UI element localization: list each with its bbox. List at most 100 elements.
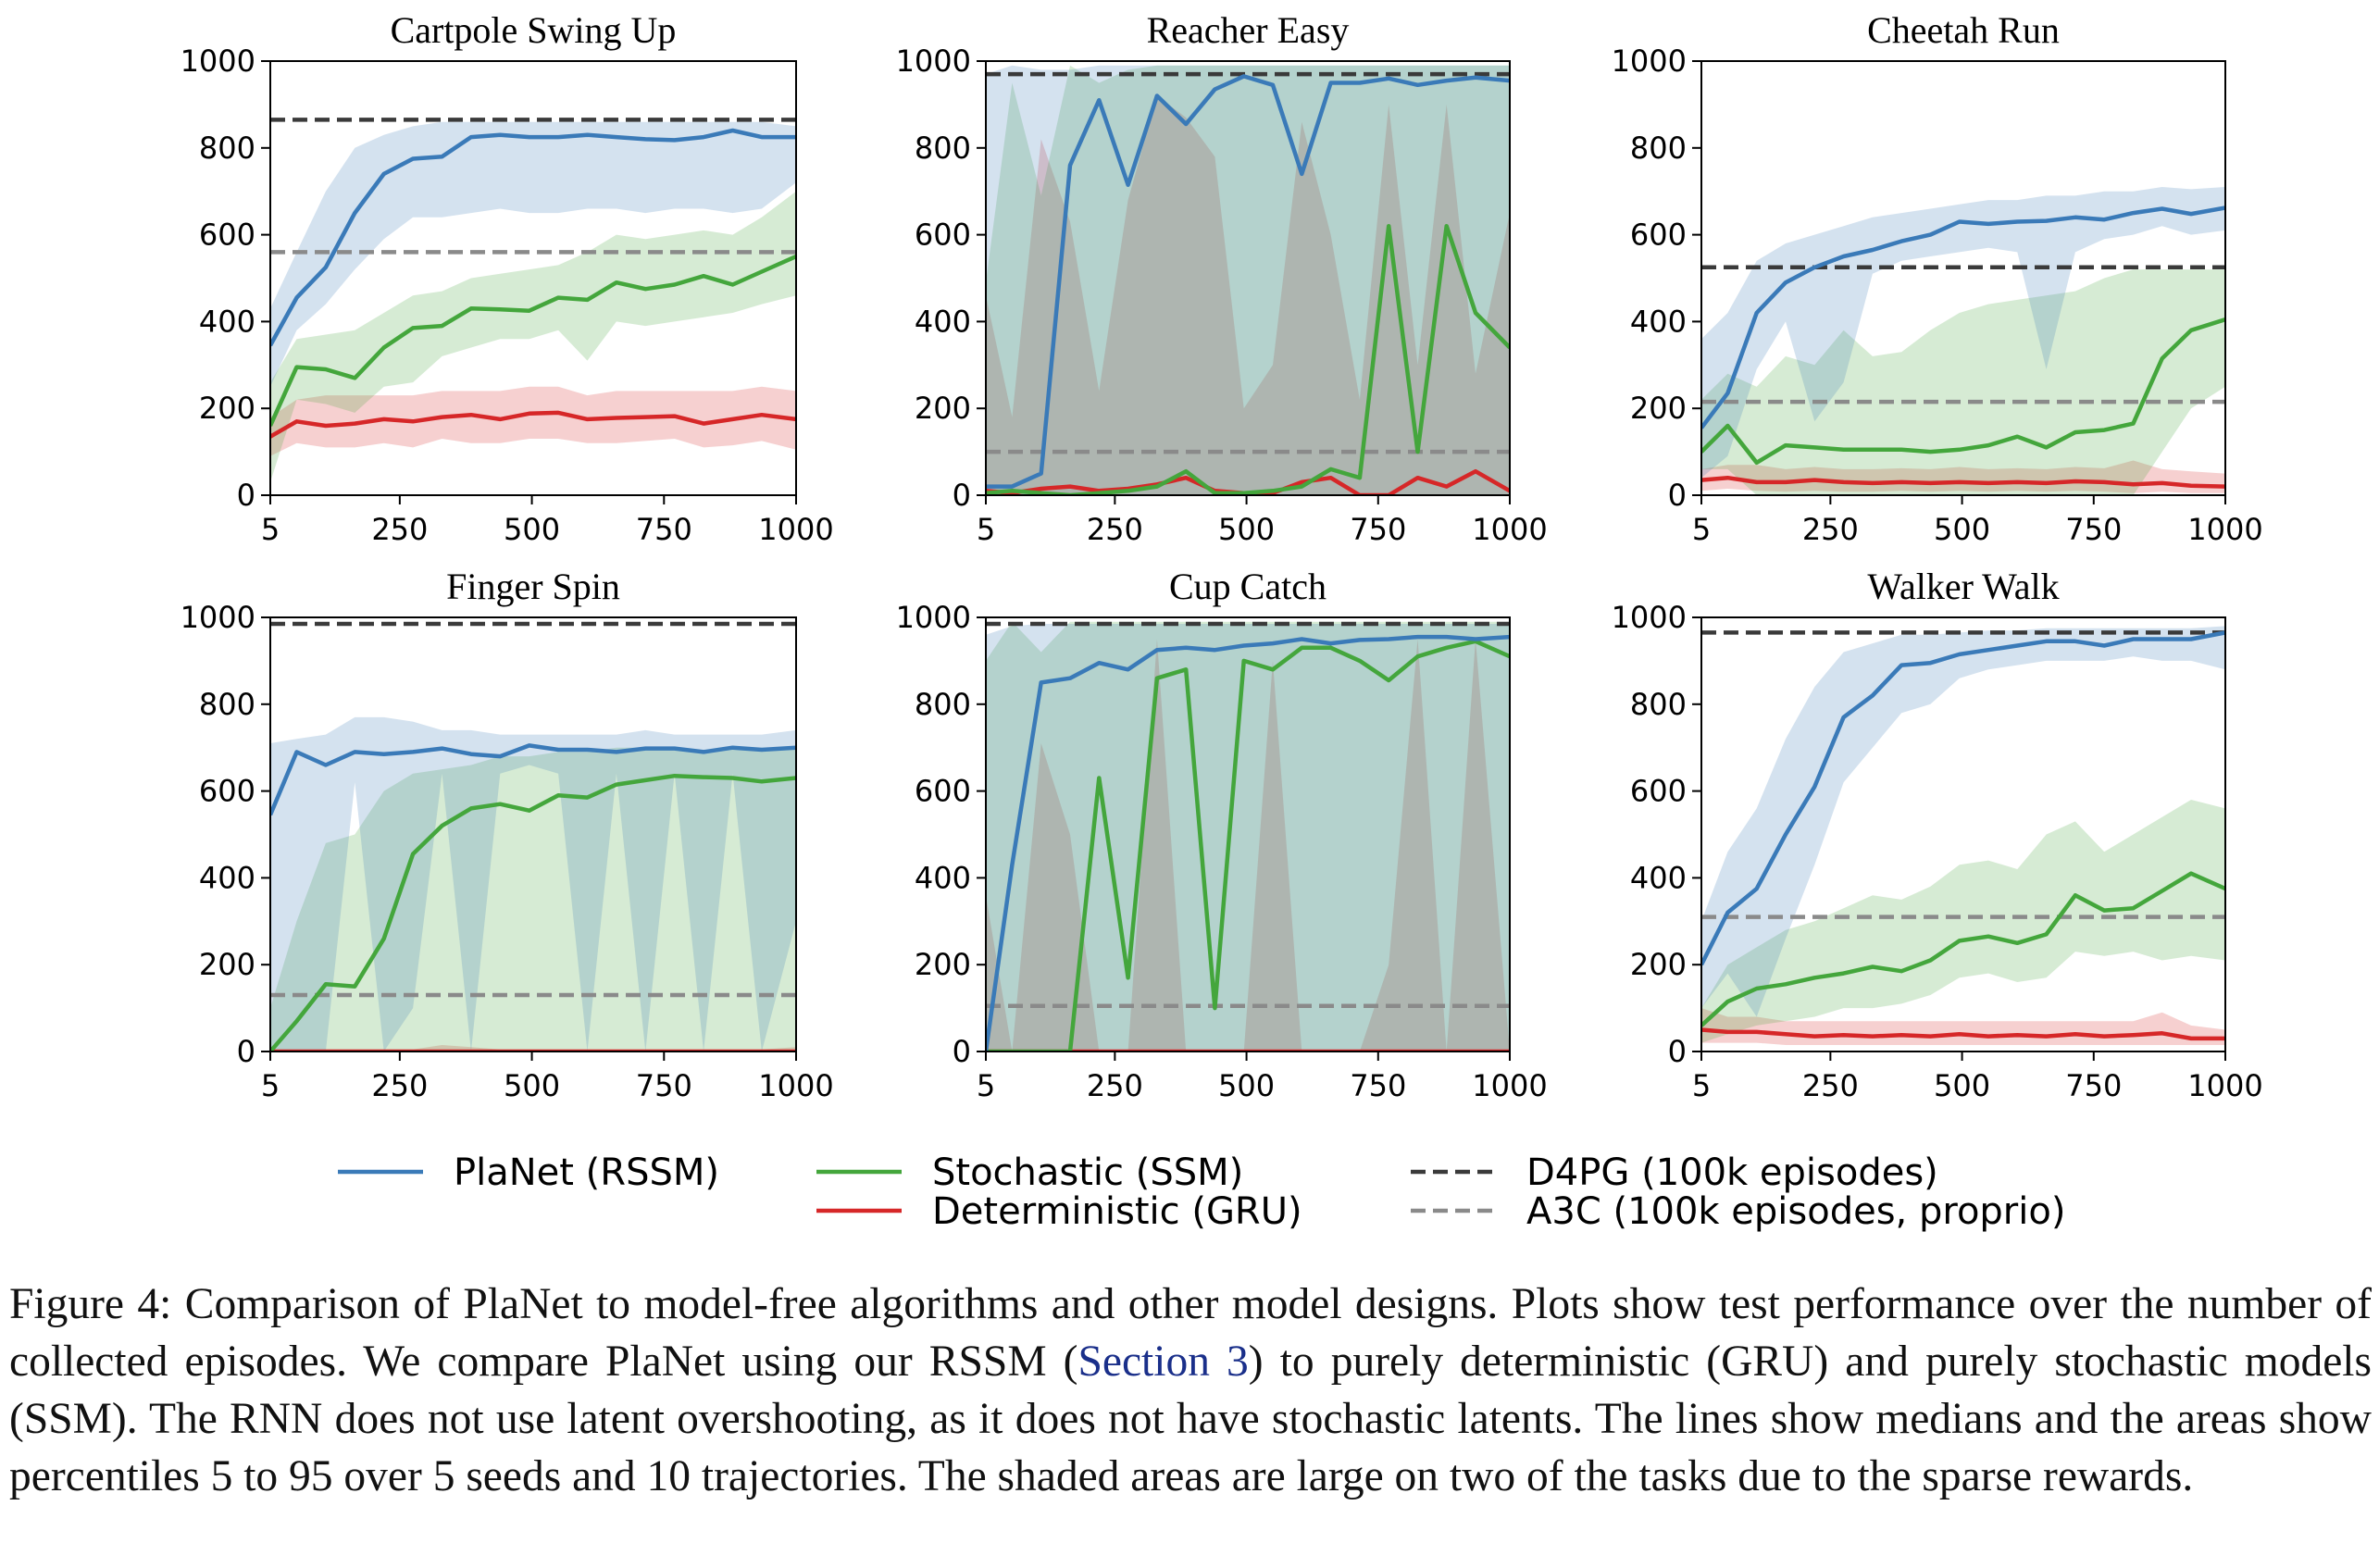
x-tick-label: 5 xyxy=(977,512,995,547)
panel-finger-spin: 0 200 400 600 800 1000 5 250 500 750 1000 Finger Sp… xyxy=(181,566,834,1103)
x-tick-label: 500 xyxy=(1934,512,1990,547)
x-tick-label: 1000 xyxy=(758,512,833,547)
line-planet-rssm xyxy=(270,128,796,347)
line-stochastic-ssm xyxy=(986,223,1510,495)
y-tick-label: 400 xyxy=(199,304,255,339)
axes-frame xyxy=(269,60,797,496)
band-planet-rssm xyxy=(986,624,1510,1052)
band-stochastic-ssm xyxy=(1701,269,2225,495)
x-tick-label: 250 xyxy=(1802,1068,1859,1103)
x-tick-label: 1000 xyxy=(1472,512,1547,547)
line-stochastic-ssm xyxy=(1701,871,2225,1027)
x-tick-label: 250 xyxy=(1087,512,1143,547)
x-tick-label: 5 xyxy=(977,1068,995,1103)
x-tick-label: 250 xyxy=(1802,512,1859,547)
y-tick-label: 1000 xyxy=(896,600,971,635)
y-tick-label: 800 xyxy=(915,131,971,166)
band-stochastic-ssm xyxy=(1701,800,2225,1043)
plot-area xyxy=(270,621,796,1052)
y-tick-label: 600 xyxy=(199,774,255,809)
legend-item-a3c-100k-episodes-proprio: A3C (100k episodes, proprio) xyxy=(1411,1190,2065,1233)
panel-title: Cheetah Run xyxy=(1867,9,2060,51)
line-deterministic-gru xyxy=(270,410,796,439)
legend-item-planet-rssm: PlaNet (RSSM) xyxy=(338,1151,719,1194)
y-tick-label: 400 xyxy=(1630,860,1687,895)
x-tick-label: 750 xyxy=(636,1068,692,1103)
axes-frame xyxy=(985,60,1511,496)
x-tick-label: 500 xyxy=(504,1068,560,1103)
band-stochastic-ssm xyxy=(270,191,796,482)
y-tick-label: 1000 xyxy=(181,44,255,79)
band-deterministic-gru xyxy=(270,386,796,456)
axes-frame xyxy=(985,616,1511,1052)
y-tick-label: 800 xyxy=(1630,687,1687,722)
x-tick-label: 1000 xyxy=(2187,1068,2262,1103)
panel-title: Walker Walk xyxy=(1867,566,2059,607)
x-tick-label: 500 xyxy=(1934,1068,1990,1103)
y-tick-label: 200 xyxy=(1630,391,1687,426)
plot-area xyxy=(986,65,1510,495)
y-tick-label: 800 xyxy=(199,131,255,166)
panel-title: Cup Catch xyxy=(1169,566,1327,607)
legend-label: Stochastic (SSM) xyxy=(932,1151,1243,1194)
x-tick-label: 1000 xyxy=(1472,1068,1547,1103)
y-tick-label: 0 xyxy=(237,478,255,513)
caption-text-2: ) to purely deterministic (GRU) and pure… xyxy=(9,1338,2372,1500)
axes-frame xyxy=(1700,60,2226,496)
band-deterministic-gru xyxy=(986,95,1510,495)
band-stochastic-ssm xyxy=(986,65,1510,495)
band-planet-rssm xyxy=(1701,626,2225,1017)
y-tick-label: 200 xyxy=(199,947,255,982)
line-deterministic-gru xyxy=(1701,1027,2225,1041)
legend-label: D4PG (100k episodes) xyxy=(1526,1151,1938,1194)
panel-cheetah-run: 0 200 400 600 800 1000 5 250 500 750 1000 Cheetah R… xyxy=(1612,9,2263,547)
panel-title: Finger Spin xyxy=(446,566,620,607)
line-deterministic-gru xyxy=(1701,475,2225,489)
x-tick-label: 500 xyxy=(504,512,560,547)
x-tick-label: 1000 xyxy=(2187,512,2262,547)
x-tick-label: 750 xyxy=(636,512,692,547)
y-tick-label: 1000 xyxy=(1612,44,1687,79)
y-tick-label: 800 xyxy=(199,687,255,722)
legend-label: Deterministic (GRU) xyxy=(932,1190,1302,1233)
y-tick-label: 400 xyxy=(915,860,971,895)
figure-caption: Figure 4: Comparison of PlaNet to model-… xyxy=(9,1276,2372,1505)
band-stochastic-ssm xyxy=(986,621,1510,1052)
band-planet-rssm xyxy=(270,121,796,387)
line-planet-rssm xyxy=(986,634,1510,1052)
line-planet-rssm xyxy=(1701,205,2225,429)
line-stochastic-ssm xyxy=(1701,317,2225,466)
y-tick-label: 0 xyxy=(953,1034,971,1069)
band-planet-rssm xyxy=(270,716,796,1052)
x-tick-label: 750 xyxy=(1350,1068,1406,1103)
caption-text-1: Figure 4: Comparison of PlaNet to model-… xyxy=(9,1280,2372,1386)
panel-title: Reacher Easy xyxy=(1147,9,1350,51)
y-tick-label: 400 xyxy=(1630,304,1687,339)
line-stochastic-ssm xyxy=(270,773,796,1052)
plot-area xyxy=(270,118,796,482)
x-tick-label: 750 xyxy=(2065,1068,2122,1103)
section-link[interactable]: Section 3 xyxy=(1077,1338,1249,1386)
x-tick-label: 5 xyxy=(261,512,280,547)
band-deterministic-gru xyxy=(1701,460,2225,493)
y-tick-label: 600 xyxy=(1630,218,1687,253)
legend-label: A3C (100k episodes, proprio) xyxy=(1526,1190,2065,1233)
x-tick-label: 250 xyxy=(1087,1068,1143,1103)
panel-cartpole-swing-up: 0 200 400 600 800 1000 5 250 500 750 1000 Cartpole … xyxy=(181,9,834,547)
y-tick-label: 600 xyxy=(199,218,255,253)
y-tick-label: 800 xyxy=(915,687,971,722)
y-tick-label: 200 xyxy=(915,391,971,426)
x-tick-label: 5 xyxy=(1692,512,1711,547)
legend: PlaNet (RSSM) Deterministic (GRU)Stochast… xyxy=(338,1151,2065,1233)
y-tick-label: 0 xyxy=(1668,1034,1687,1069)
legend-item-d4pg-100k-episodes: D4PG (100k episodes) xyxy=(1411,1151,1938,1194)
legend-item-stochastic-ssm: Stochastic (SSM) xyxy=(816,1151,1243,1194)
y-tick-label: 200 xyxy=(915,947,971,982)
x-tick-label: 500 xyxy=(1218,1068,1275,1103)
y-tick-label: 600 xyxy=(915,774,971,809)
legend-label: PlaNet (RSSM) xyxy=(454,1151,719,1194)
axes-frame xyxy=(269,616,797,1052)
y-tick-label: 0 xyxy=(237,1034,255,1069)
y-tick-label: 600 xyxy=(1630,774,1687,809)
